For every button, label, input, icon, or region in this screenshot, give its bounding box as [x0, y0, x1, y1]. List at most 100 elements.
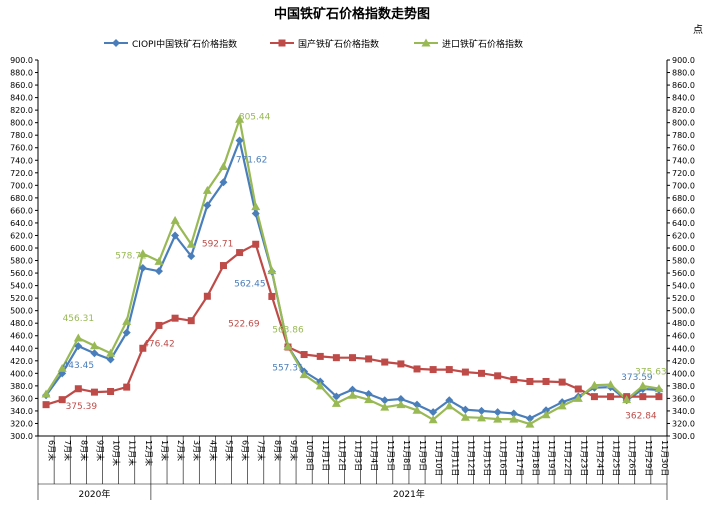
x-tick-label: 11月4日 [370, 440, 379, 471]
data-point-2 [57, 363, 67, 372]
data-point-1 [107, 388, 115, 396]
x-tick-label: 11月2日 [337, 440, 346, 471]
data-point-1 [461, 368, 469, 376]
data-point-1 [526, 377, 534, 385]
data-point-2 [541, 410, 551, 419]
data-point-1 [381, 358, 389, 366]
x-tick-label: 7月末 [63, 440, 73, 461]
data-point-2 [41, 389, 51, 398]
data-point-0 [348, 385, 357, 394]
x-tick-label: 7月末 [257, 440, 267, 461]
x-tick-label: 6月末 [241, 440, 251, 461]
data-point-2 [267, 266, 277, 275]
data-point-1 [187, 317, 195, 325]
data-point-1 [494, 372, 502, 380]
data-point-2 [331, 398, 341, 407]
data-point-0 [154, 267, 163, 276]
data-point-1 [219, 262, 227, 270]
data-point-1 [171, 314, 179, 322]
y-tick-label-left: 620.0 [10, 231, 33, 240]
x-tick-label: 6月末 [47, 440, 57, 461]
y-tick-label-left: 900.0 [10, 56, 33, 65]
x-tick-label: 11月10日 [434, 440, 443, 476]
data-point-2 [477, 413, 487, 422]
data-point-2 [218, 162, 228, 171]
data-point-0 [235, 136, 244, 145]
data-point-0 [90, 349, 99, 358]
data-point-2 [557, 401, 567, 410]
data-point-0 [364, 390, 373, 399]
x-tick-label: 11月末 [128, 440, 138, 466]
data-point-2 [315, 381, 325, 390]
y-tick-label-right: 720.0 [672, 169, 695, 178]
data-point-0 [138, 264, 147, 273]
legend-marker-0 [112, 39, 120, 47]
data-point-2 [428, 415, 438, 424]
y-tick-label-right: 620.0 [672, 231, 695, 240]
data-point-1 [655, 393, 663, 401]
legend-label-2: 进口铁矿石价格指数 [442, 38, 523, 50]
data-point-2 [460, 412, 470, 421]
data-label-2: 456.31 [63, 314, 95, 324]
y-tick-label-right: 680.0 [672, 194, 695, 203]
y-tick-label-left: 380.0 [10, 382, 33, 391]
data-point-1 [90, 388, 98, 396]
y-tick-label-right: 600.0 [672, 244, 695, 253]
x-tick-label: 5月末 [224, 440, 234, 461]
data-point-1 [445, 366, 453, 374]
data-point-2 [444, 401, 454, 410]
y-tick-label-left: 600.0 [10, 244, 33, 253]
data-point-2 [348, 390, 357, 399]
y-tick-label-left: 660.0 [10, 206, 33, 215]
data-label-0: 557.31 [272, 363, 304, 373]
y-tick-label-left: 820.0 [10, 106, 33, 115]
y-tick-label-left: 300.0 [10, 432, 33, 441]
x-tick-label: 11月30日 [660, 440, 669, 476]
y-tick-label-right: 460.0 [672, 332, 695, 341]
x-tick-label: 11月3日 [354, 440, 363, 471]
y-tick-label-left: 860.0 [10, 81, 33, 90]
y-tick-label-right: 500.0 [672, 307, 695, 316]
x-tick-label: 11月11日 [450, 440, 459, 476]
data-point-0 [171, 231, 180, 240]
data-point-1 [590, 393, 598, 401]
y-tick-label-left: 880.0 [10, 69, 33, 78]
series-line-2 [45, 118, 660, 426]
data-point-1 [139, 344, 147, 352]
y-tick-label-right: 640.0 [672, 219, 695, 228]
x-tick-label: 3月末 [192, 440, 202, 461]
data-point-2 [525, 419, 535, 428]
y-tick-label-left: 400.0 [10, 369, 33, 378]
data-point-2 [251, 202, 261, 211]
y-tick-label-right: 880.0 [672, 69, 695, 78]
x-tick-label: 11月26日 [628, 440, 637, 476]
data-point-0 [477, 406, 486, 415]
data-point-2 [589, 380, 599, 389]
x-tick-label: 11月12日 [466, 440, 475, 476]
data-point-1 [349, 354, 356, 362]
data-point-1 [42, 401, 50, 409]
year-label-0: 2020年 [78, 488, 110, 500]
year-label-1: 2021年 [393, 488, 425, 500]
x-tick-label: 11月5日 [386, 440, 395, 471]
data-point-0 [74, 342, 83, 351]
x-tick-label: 12月末 [144, 440, 154, 466]
data-point-2 [186, 239, 196, 248]
y-tick-label-left: 720.0 [10, 169, 33, 178]
series-line-0 [45, 139, 659, 420]
y-tick-label-left: 740.0 [10, 156, 33, 165]
data-point-2 [89, 341, 99, 350]
data-label-1: 522.69 [228, 319, 260, 329]
data-point-1 [74, 385, 82, 393]
y-tick-label-right: 520.0 [672, 294, 695, 303]
data-point-1 [58, 396, 66, 404]
data-point-1 [639, 393, 647, 401]
y-tick-label-left: 680.0 [10, 194, 33, 203]
data-point-2 [509, 414, 519, 423]
data-label-2: 578.71 [115, 251, 147, 261]
data-label-2: 375.63 [635, 368, 667, 378]
data-point-1 [155, 321, 163, 329]
data-label-1: 592.71 [202, 240, 234, 250]
data-point-2 [493, 414, 503, 423]
y-tick-label-left: 440.0 [10, 344, 33, 353]
